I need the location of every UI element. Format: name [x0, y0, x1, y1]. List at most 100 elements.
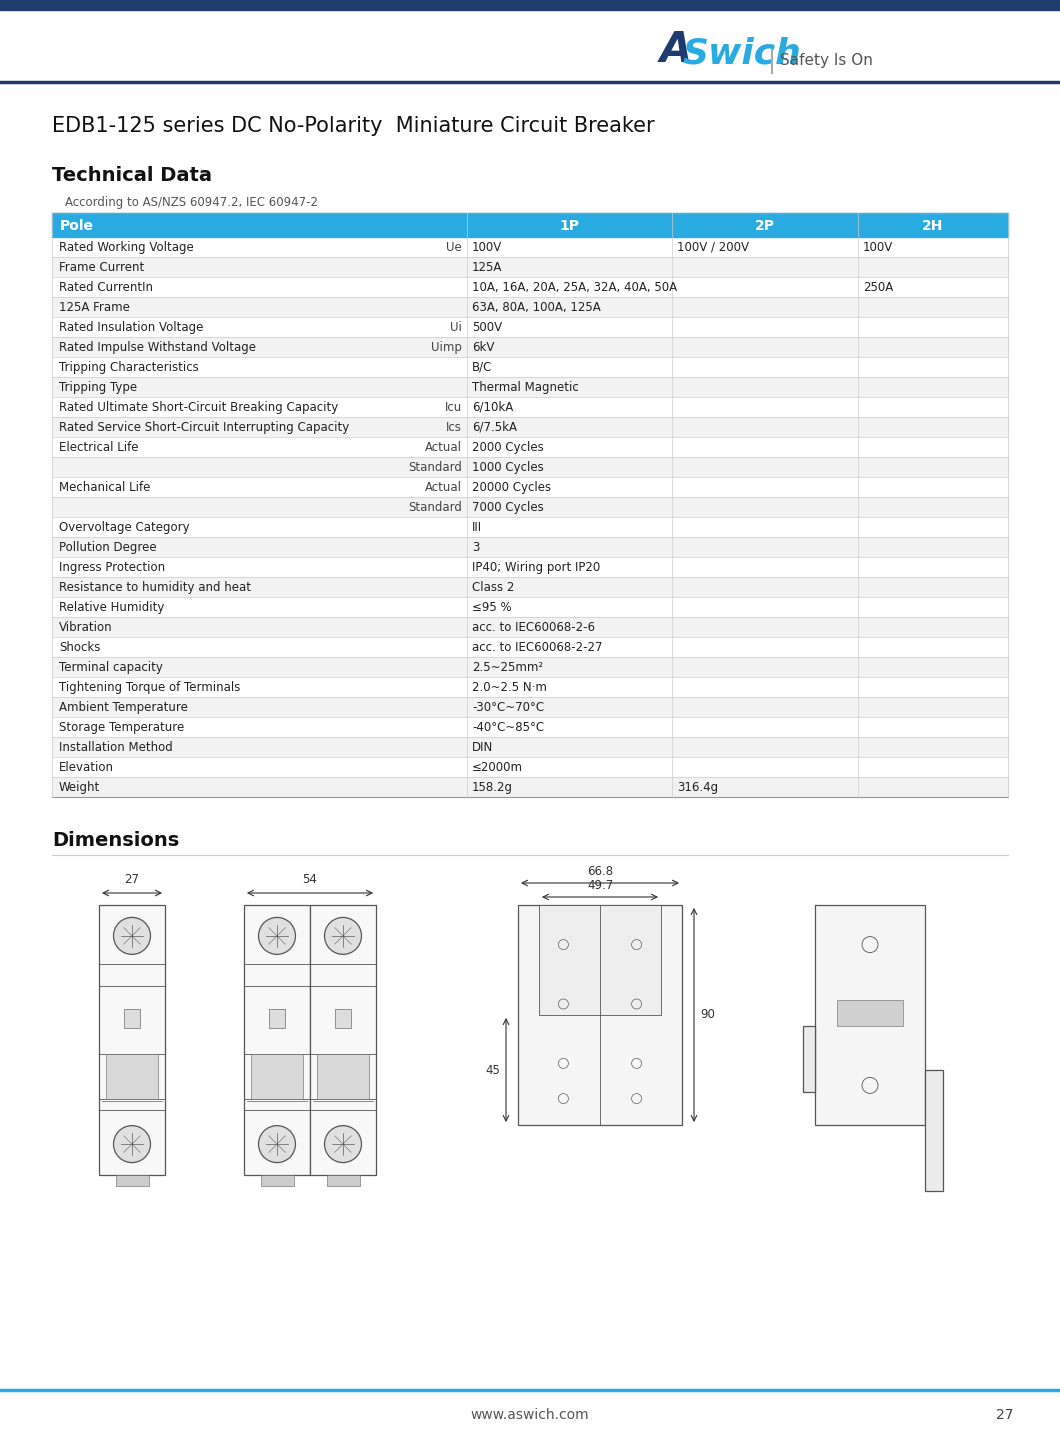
Text: -40°C~85°C: -40°C~85°C: [472, 720, 544, 733]
Bar: [335, 1009, 351, 1028]
Bar: [52, 738, 1008, 756]
Text: Actual: Actual: [425, 441, 462, 454]
Text: 2.5~25mm²: 2.5~25mm²: [472, 661, 543, 674]
Text: Terminal capacity: Terminal capacity: [59, 661, 163, 674]
Bar: [310, 905, 376, 1175]
Bar: [52, 357, 1008, 377]
Bar: [244, 905, 310, 1175]
Text: Standard: Standard: [408, 500, 462, 513]
Text: 6kV: 6kV: [472, 341, 494, 354]
Text: ≤95 %: ≤95 %: [472, 601, 512, 614]
Text: 125A: 125A: [472, 262, 502, 275]
Bar: [52, 377, 1008, 397]
Bar: [52, 597, 1008, 617]
Bar: [52, 213, 1008, 237]
Bar: [518, 905, 682, 1125]
Text: Rated Ultimate Short-Circuit Breaking Capacity: Rated Ultimate Short-Circuit Breaking Ca…: [59, 401, 338, 414]
Text: Electrical Life: Electrical Life: [59, 441, 139, 454]
Text: Rated Working Voltage: Rated Working Voltage: [59, 242, 194, 255]
Bar: [52, 257, 1008, 278]
Text: 100V: 100V: [863, 242, 894, 255]
Text: ≤2000m: ≤2000m: [472, 761, 523, 774]
Text: Icu: Icu: [445, 401, 462, 414]
Text: Elevation: Elevation: [59, 761, 114, 774]
Text: 3: 3: [472, 541, 479, 554]
Text: Swich: Swich: [682, 37, 801, 70]
Text: 2.0~2.5 N·m: 2.0~2.5 N·m: [472, 682, 547, 695]
Bar: [116, 1175, 148, 1186]
Text: Class 2: Class 2: [472, 581, 514, 594]
Bar: [52, 498, 1008, 518]
Bar: [52, 417, 1008, 437]
Text: 500V: 500V: [472, 321, 502, 334]
Bar: [52, 316, 1008, 336]
Bar: [52, 536, 1008, 557]
Text: Tripping Type: Tripping Type: [59, 381, 137, 394]
Text: acc. to IEC60068-2-27: acc. to IEC60068-2-27: [472, 641, 602, 654]
Text: Rated Service Short-Circuit Interrupting Capacity: Rated Service Short-Circuit Interrupting…: [59, 421, 349, 434]
Text: Storage Temperature: Storage Temperature: [59, 720, 184, 733]
Text: Ue: Ue: [446, 242, 462, 255]
Text: Rated Insulation Voltage: Rated Insulation Voltage: [59, 321, 204, 334]
Circle shape: [324, 1126, 361, 1162]
Text: 90: 90: [700, 1008, 714, 1021]
Text: Actual: Actual: [425, 480, 462, 495]
Text: 7000 Cycles: 7000 Cycles: [472, 500, 544, 513]
Text: Safety Is On: Safety Is On: [780, 53, 872, 69]
Bar: [99, 905, 165, 1175]
Text: 158.2g: 158.2g: [472, 781, 513, 794]
Text: Pollution Degree: Pollution Degree: [59, 541, 157, 554]
Bar: [317, 1054, 369, 1100]
Bar: [925, 1070, 943, 1191]
Text: Tightening Torque of Terminals: Tightening Torque of Terminals: [59, 682, 241, 695]
Bar: [52, 756, 1008, 777]
Text: 100V: 100V: [472, 242, 502, 255]
Text: 100V / 200V: 100V / 200V: [677, 242, 749, 255]
Text: Technical Data: Technical Data: [52, 165, 212, 186]
Bar: [52, 718, 1008, 738]
Text: Rated CurrentIn: Rated CurrentIn: [59, 280, 153, 293]
Bar: [326, 1175, 359, 1186]
Bar: [52, 557, 1008, 577]
Text: Vibration: Vibration: [59, 621, 112, 634]
Text: 66.8: 66.8: [587, 866, 613, 879]
Text: B/C: B/C: [472, 361, 493, 374]
Bar: [52, 278, 1008, 298]
Text: 316.4g: 316.4g: [677, 781, 718, 794]
Text: Rated Impulse Withstand Voltage: Rated Impulse Withstand Voltage: [59, 341, 257, 354]
Text: acc. to IEC60068-2-6: acc. to IEC60068-2-6: [472, 621, 595, 634]
Text: 49.7: 49.7: [587, 879, 613, 892]
Bar: [106, 1054, 158, 1100]
Text: 10A, 16A, 20A, 25A, 32A, 40A, 50A: 10A, 16A, 20A, 25A, 32A, 40A, 50A: [472, 280, 677, 293]
Text: Tripping Characteristics: Tripping Characteristics: [59, 361, 199, 374]
Text: 45: 45: [485, 1064, 500, 1077]
Text: Ingress Protection: Ingress Protection: [59, 561, 165, 574]
Text: Mechanical Life: Mechanical Life: [59, 480, 151, 495]
Circle shape: [324, 917, 361, 955]
Bar: [52, 518, 1008, 536]
Text: 54: 54: [302, 873, 317, 886]
Bar: [815, 905, 925, 1125]
Bar: [52, 298, 1008, 316]
Text: 6/10kA: 6/10kA: [472, 401, 513, 414]
Text: Ui: Ui: [450, 321, 462, 334]
Text: 6/7.5kA: 6/7.5kA: [472, 421, 517, 434]
Text: Standard: Standard: [408, 462, 462, 475]
Text: 27: 27: [996, 1408, 1013, 1422]
Bar: [837, 999, 903, 1025]
Text: Thermal Magnetic: Thermal Magnetic: [472, 381, 579, 394]
Text: Relative Humidity: Relative Humidity: [59, 601, 164, 614]
Bar: [803, 1025, 815, 1091]
Text: 250A: 250A: [863, 280, 894, 293]
Text: -30°C~70°C: -30°C~70°C: [472, 700, 544, 715]
Text: Weight: Weight: [59, 781, 101, 794]
Bar: [52, 637, 1008, 657]
Bar: [52, 437, 1008, 457]
Bar: [250, 1054, 303, 1100]
Text: Overvoltage Category: Overvoltage Category: [59, 521, 190, 533]
Bar: [52, 657, 1008, 677]
Text: EDB1-125 series DC No-Polarity  Miniature Circuit Breaker: EDB1-125 series DC No-Polarity Miniature…: [52, 116, 655, 137]
Bar: [538, 905, 661, 1015]
Text: www.aswich.com: www.aswich.com: [471, 1408, 589, 1422]
Bar: [52, 617, 1008, 637]
